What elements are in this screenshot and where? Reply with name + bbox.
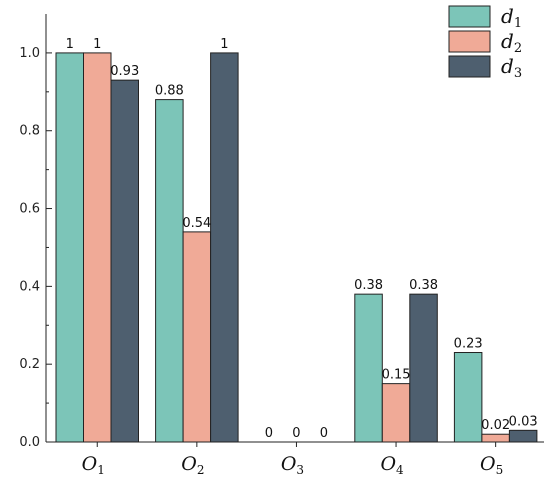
legend-swatch bbox=[448, 5, 491, 28]
bars bbox=[55, 52, 538, 443]
data-label: 0.23 bbox=[454, 337, 483, 352]
bar bbox=[381, 383, 411, 443]
data-label: 0.02 bbox=[481, 418, 510, 433]
data-label: 0 bbox=[292, 426, 300, 441]
y-tick-label: 0.2 bbox=[19, 357, 40, 372]
bar bbox=[55, 52, 84, 443]
bar bbox=[155, 99, 184, 443]
x-tick-label: O4 bbox=[380, 453, 404, 477]
bar bbox=[453, 352, 483, 443]
legend-label: d3 bbox=[501, 54, 522, 81]
data-label: 1 bbox=[93, 37, 101, 52]
y-tick-label: 1.0 bbox=[19, 46, 40, 61]
data-label: 1 bbox=[220, 37, 228, 52]
legend-label: d1 bbox=[501, 4, 522, 31]
data-label: 0.38 bbox=[409, 278, 438, 293]
data-label: 0.15 bbox=[382, 368, 411, 383]
legend-label: d2 bbox=[501, 29, 522, 56]
data-label: 0 bbox=[320, 426, 328, 441]
x-tick-label: O1 bbox=[82, 453, 105, 477]
data-labels: 1 1 0.93 0.88 0.54 1 0 0 0 0.38 0.15 0.38 0.23 0.020.… bbox=[66, 37, 538, 441]
data-label: 0.54 bbox=[182, 216, 211, 231]
data-label: 0.93 bbox=[110, 64, 139, 79]
x-tick-label: O3 bbox=[281, 453, 304, 477]
bar bbox=[508, 429, 538, 443]
data-label: 0.88 bbox=[155, 84, 184, 99]
bar bbox=[110, 79, 139, 443]
bar bbox=[210, 52, 239, 443]
legend-swatch bbox=[448, 30, 491, 53]
data-label: 0.03 bbox=[509, 414, 538, 429]
y-tick-label: 0.6 bbox=[19, 202, 40, 217]
y-tick-label: 0.0 bbox=[19, 435, 40, 450]
data-label: 0 bbox=[265, 426, 273, 441]
y-tick-label: 0.4 bbox=[19, 279, 40, 294]
bar bbox=[83, 52, 112, 443]
bar bbox=[182, 231, 212, 443]
y-tick-label: 0.8 bbox=[19, 124, 40, 139]
bar bbox=[354, 293, 383, 443]
x-tick-label: O5 bbox=[480, 453, 503, 477]
axes: 0.0 0.2 0.4 0.6 0.8 1.0 O1 O2 O3 O4 O5 bbox=[19, 14, 544, 477]
legend-swatch bbox=[448, 55, 491, 78]
data-label: 1 bbox=[66, 37, 74, 52]
bar bbox=[481, 433, 510, 443]
x-tick-label: O2 bbox=[181, 453, 204, 477]
bar bbox=[409, 293, 438, 443]
data-label: 0.38 bbox=[354, 278, 383, 293]
